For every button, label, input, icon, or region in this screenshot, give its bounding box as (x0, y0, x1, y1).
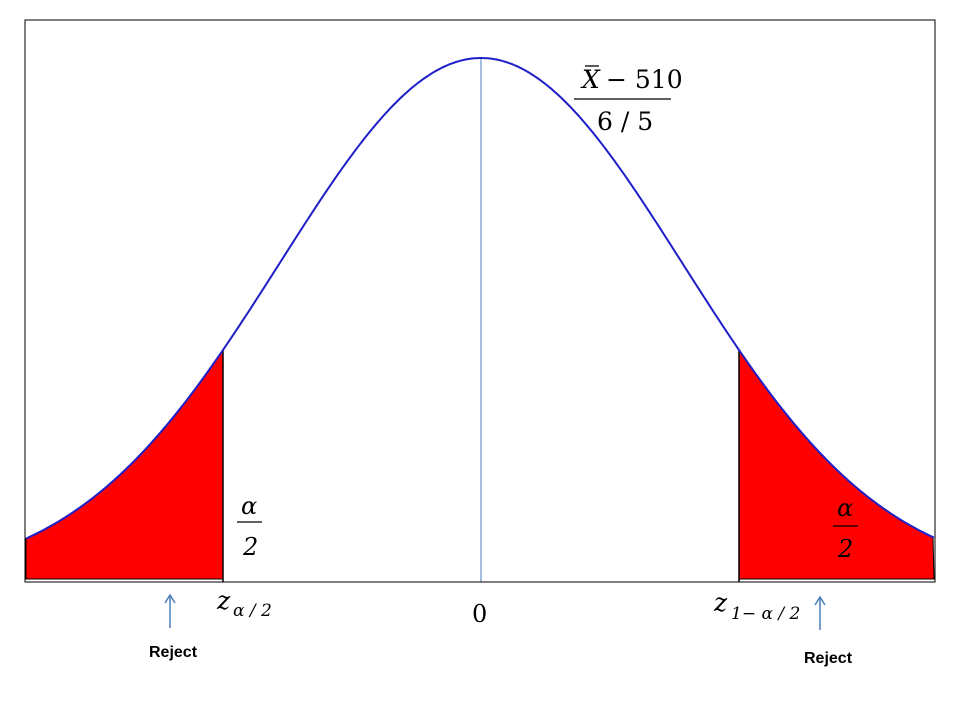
lower-critical-tick-label: z α / 2 (216, 586, 272, 621)
upper-z-subscript: 1− α / 2 (731, 604, 800, 624)
left-reject-label: Reject (149, 644, 198, 661)
formula-denominator: 6 / 5 (597, 107, 653, 136)
right-reject-label: Reject (804, 650, 853, 667)
normal-density-curve (25, 57, 935, 540)
right-tail-probability-label: α 2 (833, 494, 858, 563)
center-tick-label: 0 (472, 600, 487, 628)
right-alpha: α (837, 494, 853, 522)
left-reject-arrow (164, 593, 176, 628)
left-tail-probability-label: α 2 (237, 492, 262, 561)
upper-critical-tick-label: z 1− α / 2 (713, 588, 800, 624)
left-two: 2 (242, 533, 258, 561)
formula-variable: X (580, 65, 601, 94)
right-reject-arrow (814, 595, 826, 630)
right-two: 2 (837, 535, 853, 563)
left-alpha: α (241, 492, 257, 520)
lower-z: z (216, 586, 231, 615)
lower-z-subscript: α / 2 (233, 601, 272, 621)
upper-z: z (713, 588, 728, 617)
formula-numerator-rest: − 510 (606, 65, 683, 94)
test-statistic-formula: X − 510 6 / 5 (574, 65, 683, 136)
